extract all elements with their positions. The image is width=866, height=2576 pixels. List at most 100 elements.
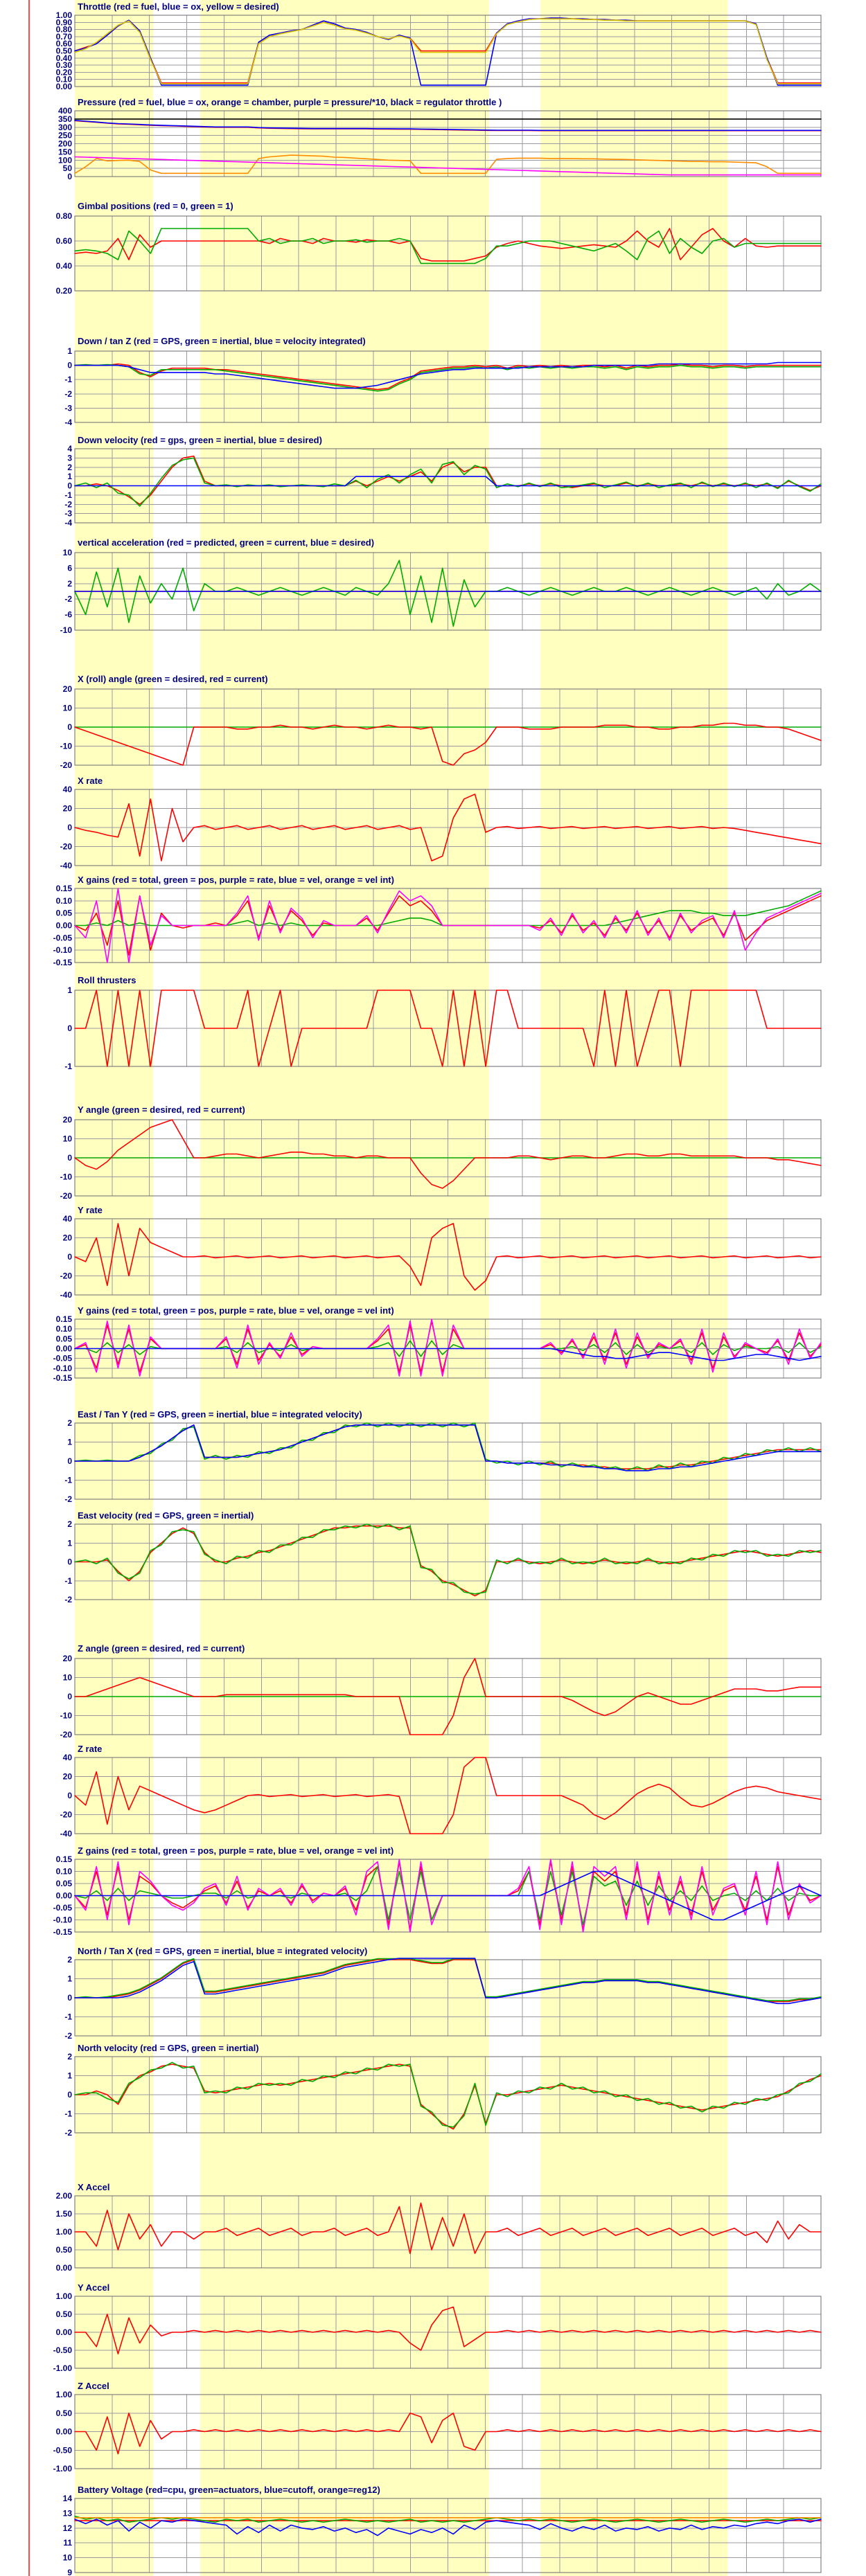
series-line-vel [74, 1870, 822, 1921]
chart-title: Z Accel [78, 2381, 109, 2391]
y-tick-label: -0.50 [53, 2445, 73, 2455]
y-tick-label: 2 [67, 1519, 72, 1529]
series-line-integrated-velocity [74, 1958, 822, 2005]
chart-panel: Z Accel 1.00 0.50 0.00 -0.50 -1.00 [53, 2381, 822, 2474]
y-tick-label: 4 [67, 444, 72, 454]
series-line-z-rate [74, 1757, 822, 1834]
y-tick-label: -40 [60, 861, 73, 870]
y-tick-label: -2 [64, 499, 72, 509]
y-tick-label: 40 [63, 785, 73, 794]
y-tick-label: 20 [63, 1233, 73, 1243]
series-line-inertial [74, 457, 822, 507]
y-tick-label: 2.00 [56, 2191, 73, 2201]
y-tick-label: -1 [64, 1576, 72, 1586]
chart-panel: Gimbal positions (red = 0, green = 1) 0.8… [56, 201, 822, 296]
y-tick-label: 10 [63, 1134, 73, 1144]
chart-title: Y gains (red = total, green = pos, purpl… [78, 1305, 394, 1316]
y-tick-label: 2 [67, 1955, 72, 1965]
y-tick-label: 1 [67, 1974, 72, 1984]
chart-title: Gimbal positions (red = 0, green = 1) [78, 201, 233, 211]
series-line-rate [74, 888, 822, 963]
y-tick-label: 20 [63, 684, 73, 694]
y-tick-label: -20 [60, 1730, 73, 1739]
y-tick-label: 400 [58, 106, 72, 116]
chart-panel: X (roll) angle (green = desired, red = c… [60, 674, 822, 770]
y-tick-label: -40 [60, 1290, 73, 1300]
series-line-inertial [74, 364, 822, 392]
y-tick-label: 0.00 [56, 1344, 73, 1354]
y-tick-label: -4 [64, 518, 72, 528]
y-tick-label: 1 [67, 985, 72, 995]
y-tick-label: 0.00 [56, 2327, 73, 2337]
chart-title: Z gains (red = total, green = pos, purpl… [78, 1845, 394, 1856]
series-line-z-accel [74, 2413, 822, 2455]
y-tick-label: 40 [63, 1214, 73, 1224]
y-tick-label: 0.05 [56, 909, 73, 918]
y-tick-label: -0.10 [53, 945, 73, 955]
chart-panel: Z gains (red = total, green = pos, purpl… [53, 1845, 822, 1937]
y-tick-label: -0.10 [53, 1363, 73, 1373]
y-tick-label: -1 [64, 1062, 72, 1071]
series-line-1 [74, 228, 822, 265]
y-tick-label: -0.50 [53, 2345, 73, 2355]
chart-panel: Y angle (green = desired, red = current)… [60, 1104, 822, 1201]
y-tick-label: -2 [64, 594, 72, 604]
y-tick-label: -2 [64, 389, 72, 399]
chart-panel: Y rate 40 20 0 -20 -40 [60, 1205, 822, 1300]
y-tick-label: 14 [63, 2494, 73, 2503]
y-tick-label: 0.00 [56, 2263, 73, 2273]
y-tick-label: 0.00 [56, 82, 73, 91]
y-tick-label: 1 [67, 1538, 72, 1548]
chart-panel: Down velocity (red = gps, green = inerti… [64, 435, 822, 528]
chart-panel: East velocity (red = GPS, green = inerti… [64, 1510, 822, 1604]
highlight-bands [75, 0, 728, 2576]
y-tick-label: 1.00 [56, 2390, 73, 2399]
chart-panel: Throttle (red = fuel, blue = ox, yellow … [56, 1, 822, 91]
y-tick-label: 0.70 [56, 32, 73, 42]
y-tick-label: -2 [64, 2031, 72, 2041]
y-tick-label: 0 [67, 1692, 72, 1701]
chart-panels: Throttle (red = fuel, blue = ox, yellow … [53, 1, 822, 2576]
y-tick-label: 0.15 [56, 1854, 73, 1864]
series-line-cutoff [74, 2519, 822, 2537]
y-tick-label: -10 [60, 742, 73, 751]
y-tick-label: 50 [63, 163, 73, 173]
y-tick-label: 0.80 [56, 25, 73, 35]
y-tick-label: -0.05 [53, 1903, 73, 1913]
chart-title: X Accel [78, 2182, 110, 2192]
y-tick-label: 0.20 [56, 67, 73, 77]
highlight-band [75, 0, 154, 2576]
chart-panel: North / Tan X (red = GPS, green = inerti… [64, 1946, 822, 2041]
y-tick-label: 20 [63, 804, 73, 814]
chart-panel: Down / tan Z (red = GPS, green = inertia… [64, 336, 822, 427]
series-line-inertial [74, 2061, 822, 2128]
highlight-band [540, 0, 728, 2576]
y-tick-label: 0.50 [56, 2408, 73, 2418]
y-tick-label: 0 [67, 172, 72, 181]
chart-title: X (roll) angle (green = desired, red = c… [78, 674, 268, 684]
chart-title: X rate [78, 776, 103, 786]
series-line-desired [74, 18, 822, 84]
series-line-current [74, 1658, 822, 1735]
y-tick-label: 0.15 [56, 884, 73, 893]
series-line-x-accel [74, 2202, 822, 2254]
y-tick-label: -0.15 [53, 1927, 73, 1937]
y-tick-label: 0.15 [56, 1314, 73, 1324]
chart-title: North / Tan X (red = GPS, green = inerti… [78, 1946, 367, 1956]
y-tick-label: 2 [67, 579, 72, 589]
chart-title: Z rate [78, 1744, 102, 1754]
chart-title: Y rate [78, 1205, 103, 1215]
y-tick-label: 0.00 [56, 2427, 73, 2437]
y-tick-label: -20 [60, 1271, 73, 1281]
chart-title: Throttle (red = fuel, blue = ox, yellow … [78, 1, 279, 12]
y-tick-label: 40 [63, 1753, 73, 1762]
series-line-current [74, 1119, 822, 1189]
chart-panel: Y gains (red = total, green = pos, purpl… [53, 1305, 822, 1383]
y-tick-label: 2 [67, 2052, 72, 2061]
series-line-x-rate [74, 794, 822, 861]
y-tick-label: 0.10 [56, 1324, 73, 1334]
chart-panel: Z angle (green = desired, red = current)… [60, 1643, 822, 1739]
series-line-roll-thrusters [74, 990, 822, 1067]
y-tick-label: 3 [67, 453, 72, 463]
y-tick-label: -20 [60, 842, 73, 852]
